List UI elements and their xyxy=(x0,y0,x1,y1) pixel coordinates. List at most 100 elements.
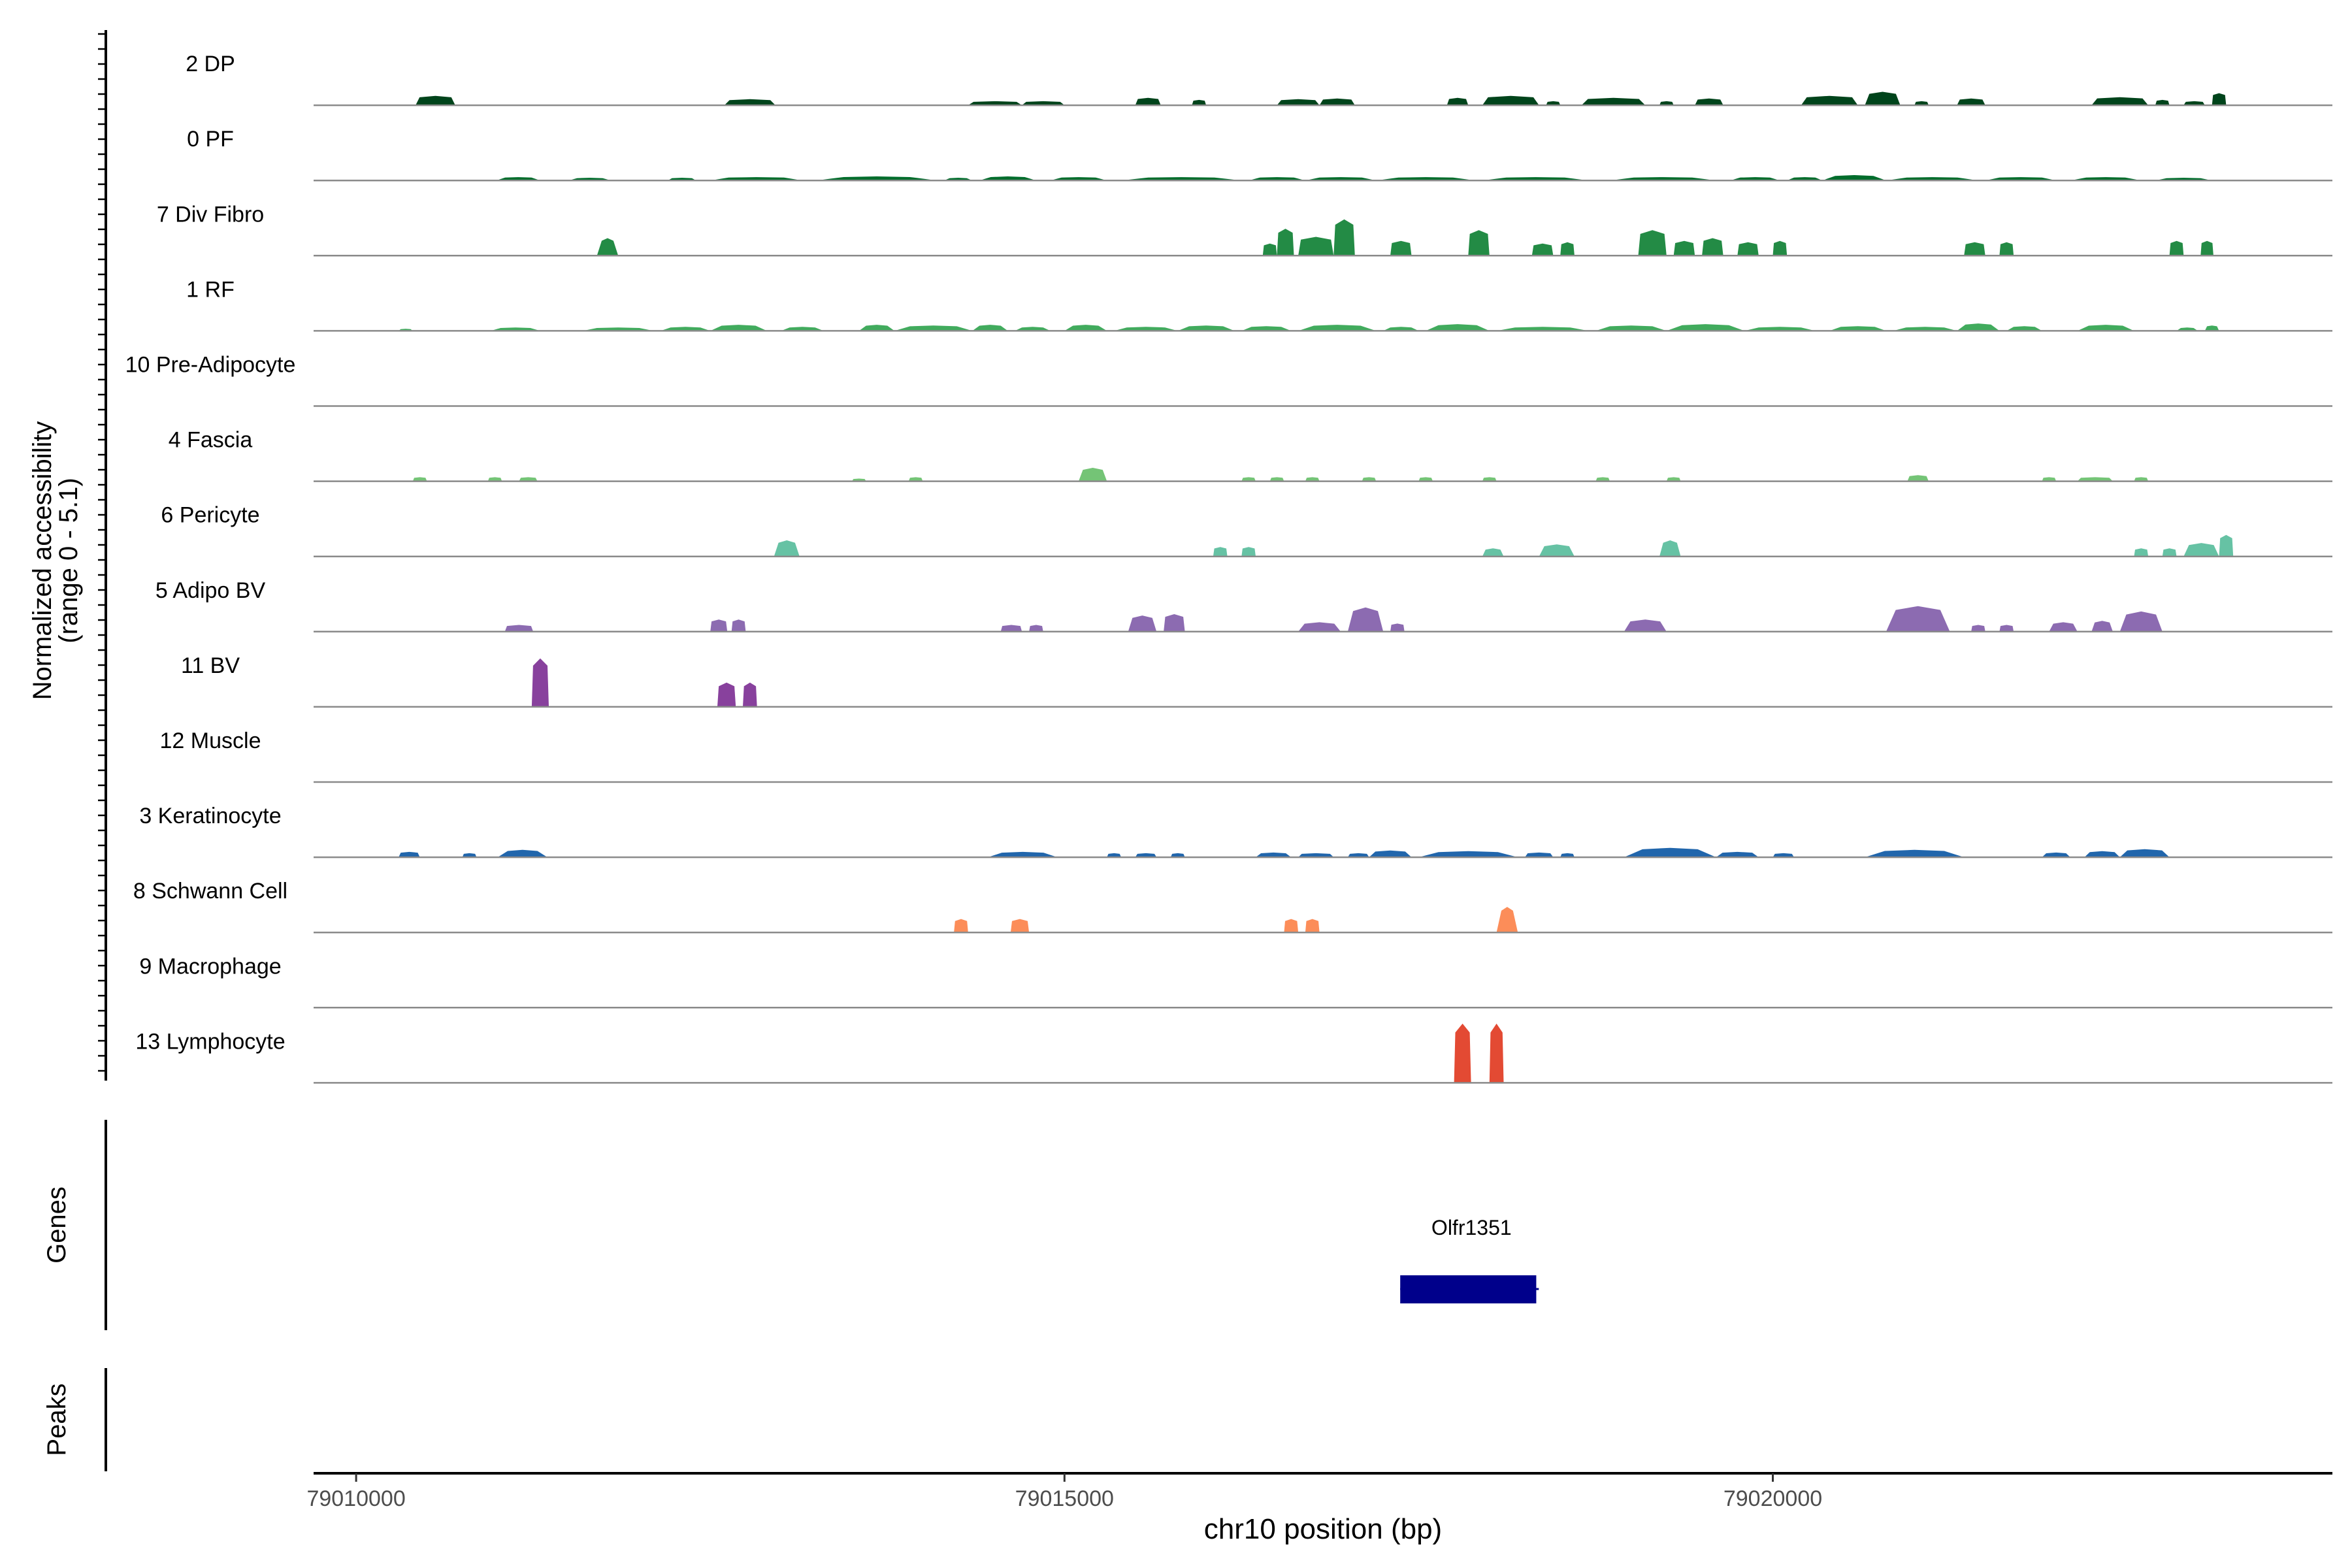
coverage-peak xyxy=(1426,324,1490,331)
coverage-peak xyxy=(1305,919,1320,933)
coverage-peak xyxy=(2183,101,2205,106)
x-axis-ticks: 79010000 79015000 79020000 xyxy=(306,1473,1822,1511)
coverage-peak xyxy=(1135,853,1157,858)
coverage-peak xyxy=(979,176,1036,181)
coverage-peak xyxy=(1241,326,1292,331)
coverage-peak xyxy=(774,540,800,557)
track-label: 2 DP xyxy=(186,52,235,76)
coverage-peak xyxy=(1249,177,1305,181)
coverage-peak xyxy=(1298,622,1341,632)
coverage-peak xyxy=(816,176,938,181)
coverage-peak xyxy=(1347,607,1384,632)
coverage-peak xyxy=(1192,99,1207,106)
coverage-peak xyxy=(1022,101,1065,106)
coverage-peak xyxy=(1128,615,1157,632)
coverage-peak xyxy=(1702,238,1723,256)
coverage-peak xyxy=(2042,477,2057,482)
coverage-peak xyxy=(1624,619,1667,632)
coverage-peak xyxy=(1999,625,2014,632)
coverage-peak xyxy=(1865,91,1901,106)
coverage-peak xyxy=(968,101,1022,106)
coverage-peak xyxy=(1907,475,1929,482)
track-label: 10 Pre-Adipocyte xyxy=(125,353,296,378)
coverage-peak xyxy=(1482,95,1539,106)
coverage-peak xyxy=(1716,851,1759,858)
coverage-peak xyxy=(1964,242,1985,256)
coverage-peak xyxy=(1886,177,1978,181)
coverage-peak xyxy=(497,849,547,858)
coverage-peak xyxy=(1822,175,1886,181)
coverage-peak xyxy=(496,177,540,181)
coverage-peak xyxy=(954,919,968,933)
coverage-peak xyxy=(1999,242,2014,256)
coverage-y-ticks xyxy=(98,33,106,1072)
coverage-peak xyxy=(1772,240,1788,256)
coverage-peak xyxy=(858,325,895,331)
coverage-peak xyxy=(1496,907,1518,933)
coverage-peak xyxy=(1624,847,1716,858)
coverage-peak xyxy=(1673,240,1695,256)
coverage-peak xyxy=(1829,326,1886,331)
x-tick-label: 79020000 xyxy=(1723,1486,1822,1511)
track-10-pre-adipocyte: 10 Pre-Adipocyte xyxy=(125,353,2332,407)
coverage-peak xyxy=(1277,229,1294,256)
coverage-peak xyxy=(1695,98,1723,106)
track-label: 3 Keratinocyte xyxy=(139,804,281,828)
track-label: 11 BV xyxy=(181,653,240,678)
coverage-peak xyxy=(596,238,619,256)
coverage-peak xyxy=(661,327,711,331)
x-tick-label: 79015000 xyxy=(1015,1486,1114,1511)
coverage-peak xyxy=(1213,547,1228,557)
coverage-peak xyxy=(412,477,427,482)
coverage-peak xyxy=(1525,852,1554,858)
coverage-peak xyxy=(2176,327,2198,331)
coverage-peak xyxy=(1050,177,1107,181)
coverage-peak xyxy=(1390,240,1412,256)
coverage-peak xyxy=(1164,614,1185,632)
coverage-peak xyxy=(717,682,736,707)
coverage-peak xyxy=(2134,477,2149,482)
coverage-peak xyxy=(724,99,776,106)
track-9-macrophage: 9 Macrophage xyxy=(139,954,2332,1009)
coverage-peak xyxy=(1666,324,1745,331)
coverage-peak xyxy=(2006,326,2042,331)
track-11-bv: 11 BV xyxy=(181,653,2332,708)
coverage-peak xyxy=(2049,622,2078,632)
track-label: 13 Lymphocyte xyxy=(135,1029,285,1054)
coverage-peak xyxy=(894,325,973,331)
coverage-ylabel-line1: Normalized accessibility xyxy=(28,421,57,700)
track-label: 5 Adipo BV xyxy=(155,578,266,603)
coverage-peak xyxy=(1744,327,1816,331)
coverage-peak xyxy=(1305,477,1320,482)
coverage-peak xyxy=(1305,177,1377,181)
coverage-peak xyxy=(1539,544,1575,557)
coverage-peak xyxy=(1865,849,1965,858)
coverage-peak xyxy=(1496,327,1589,331)
track-label: 9 Macrophage xyxy=(139,954,281,979)
coverage-peak xyxy=(1546,101,1561,106)
track-label: 7 Div Fibro xyxy=(157,202,264,227)
track-6-pericyte: 6 Pericyte xyxy=(161,503,2332,557)
coverage-peak xyxy=(1284,919,1299,933)
track-4-fascia: 4 Fascia xyxy=(169,428,2332,482)
track-5-adipo-bv: 5 Adipo BV xyxy=(155,578,2332,633)
coverage-peak xyxy=(1177,325,1235,331)
coverage-peak xyxy=(1015,327,1051,331)
coverage-peak xyxy=(1489,1023,1504,1083)
coverage-peak xyxy=(2162,548,2177,557)
coverage-peak xyxy=(487,477,502,482)
coverage-peak xyxy=(1886,606,1950,632)
coverage-peak xyxy=(2077,325,2134,331)
coverage-peak xyxy=(1957,323,2000,331)
track-3-keratinocyte: 3 Keratinocyte xyxy=(139,804,2332,858)
coverage-peak xyxy=(519,477,538,482)
coverage-peak xyxy=(2119,611,2163,632)
coverage-peak xyxy=(1298,853,1334,858)
track-label: 4 Fascia xyxy=(169,428,253,453)
coverage-peak xyxy=(908,477,923,482)
coverage-peak xyxy=(1581,97,1646,106)
track-7-div-fibro: 7 Div Fibro xyxy=(157,202,2332,257)
coverage-peak xyxy=(2119,849,2170,858)
